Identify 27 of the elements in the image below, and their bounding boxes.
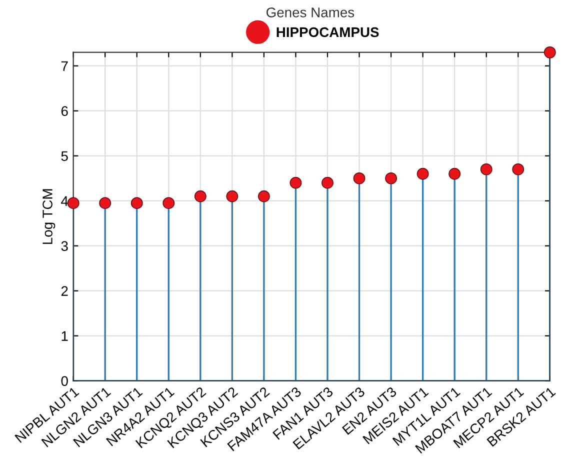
point [512,163,524,176]
point [130,197,143,210]
point [258,190,270,202]
point [448,168,461,180]
y-tick-label: 6 [61,106,68,116]
y-axis-title: Log TCM [42,189,56,244]
point [99,197,112,210]
point [194,190,206,202]
legend-label: HIPPOCAMPUS [276,27,379,38]
point [226,190,238,202]
point [162,197,175,210]
point [290,176,302,189]
y-tick-label: 4 [61,196,68,206]
point [385,172,398,184]
y-tick-label: 0 [61,376,68,386]
y-tick-label: 7 [61,61,68,71]
point [353,172,366,184]
y-tick-label: 3 [61,241,68,251]
point [544,46,556,58]
point [67,197,80,210]
point [480,163,492,176]
y-tick-label: 2 [61,286,68,296]
point [416,168,429,180]
point [322,176,334,189]
y-tick-label: 1 [62,331,68,341]
x-axis-title: Genes Names [266,8,354,18]
y-tick-label: 5 [61,151,68,162]
